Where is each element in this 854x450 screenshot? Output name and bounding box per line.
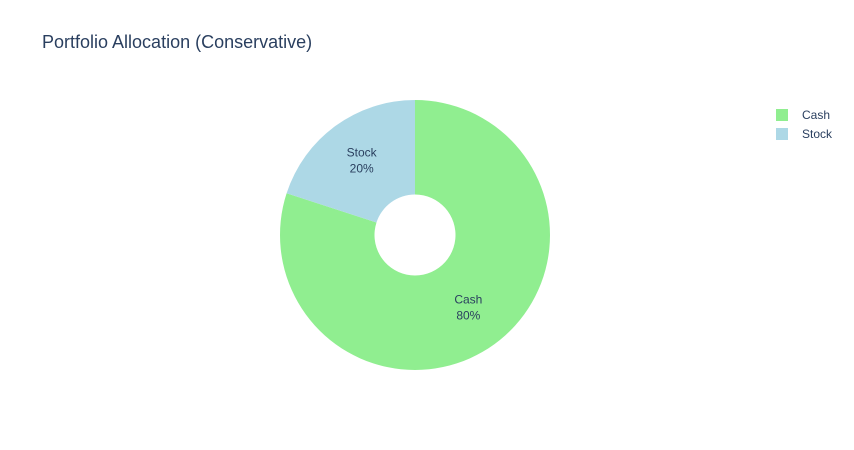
slice-label-stock: Stock xyxy=(347,146,378,160)
slice-percent-stock: 20% xyxy=(350,162,374,176)
legend: Cash Stock xyxy=(776,105,832,143)
slice-label-cash: Cash xyxy=(454,292,482,306)
chart-title: Portfolio Allocation (Conservative) xyxy=(42,32,313,52)
legend-swatch-cash xyxy=(776,108,788,121)
slice-percent-cash: 80% xyxy=(456,308,480,322)
pie-slice-cash[interactable] xyxy=(280,100,550,370)
legend-label-stock: Stock xyxy=(802,126,833,141)
legend-label-cash: Cash xyxy=(802,107,831,122)
pie-slice-stock[interactable] xyxy=(286,100,415,223)
legend-item-stock[interactable]: Stock xyxy=(776,124,832,143)
legend-item-cash[interactable]: Cash xyxy=(776,105,832,124)
legend-swatch-stock xyxy=(776,127,788,140)
